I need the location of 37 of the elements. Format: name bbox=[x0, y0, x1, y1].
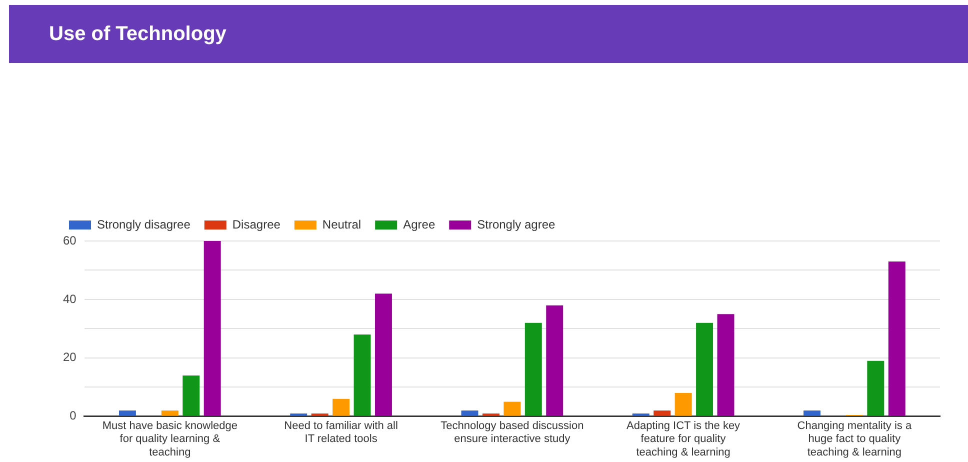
bar bbox=[696, 322, 714, 416]
bar bbox=[118, 410, 136, 416]
y-tick-label: 20 bbox=[62, 350, 77, 364]
bar bbox=[182, 375, 200, 416]
bar bbox=[717, 314, 734, 416]
bar bbox=[524, 322, 542, 416]
bar bbox=[311, 413, 328, 416]
bar bbox=[461, 410, 478, 416]
bar bbox=[546, 305, 564, 416]
legend-label: Disagree bbox=[232, 217, 281, 232]
bar bbox=[204, 241, 221, 416]
x-tick-label: Adapting ICT is the key feature for quality teaching & learning bbox=[626, 420, 741, 458]
legend-label: Strongly agree bbox=[477, 217, 556, 232]
bar bbox=[654, 410, 671, 416]
bar bbox=[290, 413, 308, 416]
y-tick-label: 60 bbox=[62, 233, 77, 248]
bar bbox=[674, 393, 692, 416]
y-tick-label: 0 bbox=[70, 408, 77, 423]
legend-label: Agree bbox=[403, 217, 436, 232]
bar bbox=[354, 334, 371, 416]
bar bbox=[482, 413, 500, 416]
legend-label: Neutral bbox=[322, 217, 362, 232]
legend-label: Strongly disagree bbox=[97, 217, 191, 232]
x-tick-label: Must have basic knowledge for quality learning & teaching bbox=[102, 420, 238, 458]
bar bbox=[332, 398, 350, 416]
x-tick-label: Need to familiar with all IT related tools bbox=[284, 420, 398, 446]
y-tick-label: 40 bbox=[62, 292, 77, 306]
bar bbox=[632, 413, 650, 416]
bar bbox=[867, 360, 884, 416]
x-tick-label: Technology based discussion ensure interactive study bbox=[440, 420, 584, 446]
bar bbox=[374, 294, 392, 416]
bar bbox=[504, 402, 521, 416]
bar bbox=[888, 261, 906, 416]
x-tick-label: Changing mentality is a huge fact to quality teaching & learning bbox=[797, 420, 912, 458]
chart-title: Use of Technology bbox=[9, 5, 968, 63]
bar bbox=[161, 410, 178, 416]
bar bbox=[804, 410, 820, 416]
